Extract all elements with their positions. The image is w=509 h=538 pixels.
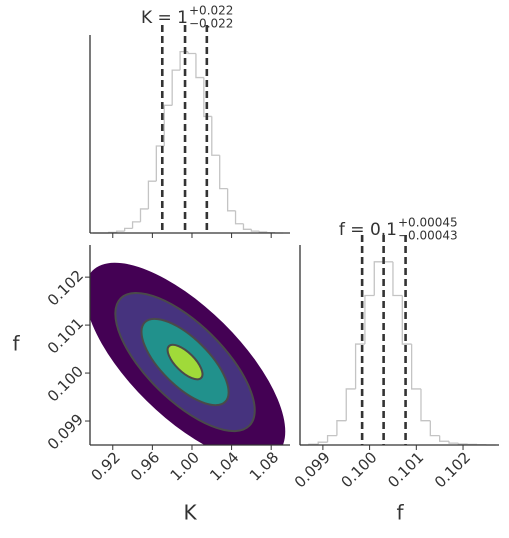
histogram-step [228, 189, 236, 211]
histogram-step [421, 389, 430, 421]
histogram-step [220, 155, 228, 188]
histogram-step [164, 105, 172, 146]
x-axis-label: K [183, 501, 197, 525]
x-tick-label: 1.04 [206, 448, 242, 484]
histogram-step [212, 116, 220, 155]
histogram-step [440, 436, 449, 442]
histogram-step [133, 222, 141, 228]
histogram-step [430, 421, 439, 436]
x-axis-label: f [396, 501, 404, 525]
title-plus: +0.00045 [398, 216, 458, 230]
panel-title: f = 0.1 [339, 220, 397, 240]
histogram-step [365, 295, 374, 344]
histogram-step [337, 421, 346, 436]
histogram-step [148, 181, 156, 209]
histogram-step [402, 295, 411, 344]
y-tick-label: 0.101 [44, 314, 87, 357]
histogram-step [393, 262, 402, 296]
x-tick-label: 1.00 [167, 448, 203, 484]
x-tick-label: 0.100 [338, 448, 381, 491]
histogram-step [356, 344, 365, 389]
x-tick-label: 0.92 [87, 448, 123, 484]
x-tick-label: 0.102 [431, 448, 474, 491]
title-minus: −0.022 [189, 17, 233, 31]
histogram-step [236, 211, 244, 224]
x-tick-label: 0.101 [384, 448, 427, 491]
histogram-step [243, 224, 251, 230]
histogram-step [318, 442, 327, 444]
y-tick-label: 0.099 [44, 410, 87, 453]
histogram-step [259, 231, 267, 232]
histogram-step [251, 229, 259, 231]
x-tick-label: 0.099 [291, 448, 334, 491]
histogram-step [346, 389, 355, 421]
histogram-step [196, 54, 204, 78]
histogram-step [374, 262, 383, 296]
histogram-step [458, 443, 467, 444]
x-tick-label: 1.08 [246, 448, 282, 484]
histogram-step [140, 209, 148, 222]
y-tick-label: 0.102 [44, 266, 87, 309]
x-tick-label: 0.96 [127, 448, 163, 484]
histogram-step [188, 52, 196, 54]
histogram-step [117, 231, 125, 232]
histogram-step [412, 344, 421, 389]
title-plus: +0.022 [189, 4, 233, 18]
y-tick-label: 0.100 [44, 362, 87, 405]
histogram-step [328, 436, 337, 443]
panel-title: K = 1 [141, 8, 188, 28]
y-axis-label: f [12, 332, 20, 356]
histogram-step [172, 70, 180, 105]
histogram-step [125, 228, 133, 231]
title-minus: −0.00043 [398, 229, 458, 243]
histogram-step [449, 441, 458, 443]
